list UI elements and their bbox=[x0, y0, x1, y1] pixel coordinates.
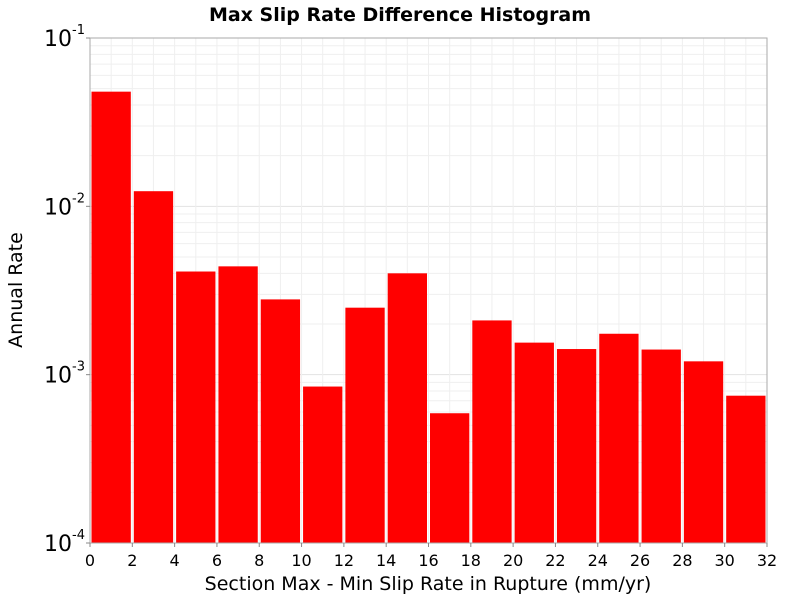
histogram-bar bbox=[133, 191, 174, 543]
y-tick-exponent: -2 bbox=[72, 191, 85, 206]
histogram-bar bbox=[599, 333, 639, 543]
y-tick-label: 10 bbox=[44, 27, 72, 52]
histogram-bar bbox=[472, 320, 512, 543]
y-axis-label: Annual Rate bbox=[5, 232, 27, 348]
histogram-bar bbox=[641, 349, 681, 543]
histogram-bar bbox=[345, 307, 385, 543]
y-tick-label: 10 bbox=[44, 364, 72, 389]
x-tick-label: 16 bbox=[418, 551, 438, 570]
histogram-bar bbox=[218, 266, 258, 543]
histogram-bar bbox=[683, 361, 724, 543]
x-tick-label: 4 bbox=[170, 551, 180, 570]
y-axis-ticks: 10-410-310-210-1 bbox=[44, 23, 90, 557]
x-tick-label: 14 bbox=[376, 551, 396, 570]
x-tick-label: 10 bbox=[291, 551, 311, 570]
y-tick-label: 10 bbox=[44, 532, 72, 557]
histogram-bar bbox=[91, 91, 131, 544]
histogram-bar bbox=[556, 349, 597, 543]
histogram-bar bbox=[303, 386, 343, 543]
x-tick-label: 22 bbox=[545, 551, 565, 570]
x-axis-ticks: 0 2 4 6 8 10 12 14 16 18 20 22 24 26 28 30 32 bbox=[85, 543, 777, 570]
x-tick-label: 32 bbox=[757, 551, 777, 570]
histogram-bar bbox=[726, 395, 766, 543]
x-tick-label: 8 bbox=[254, 551, 264, 570]
histogram-bar bbox=[260, 299, 301, 543]
chart-title: Max Slip Rate Difference Histogram bbox=[209, 4, 591, 26]
histogram-bar bbox=[176, 271, 216, 543]
bars bbox=[91, 91, 766, 544]
y-tick-exponent: -1 bbox=[72, 23, 85, 38]
histogram-bar bbox=[514, 342, 554, 543]
x-tick-label: 6 bbox=[212, 551, 222, 570]
histogram-bar bbox=[387, 273, 427, 543]
x-tick-label: 20 bbox=[503, 551, 523, 570]
x-tick-label: 30 bbox=[715, 551, 735, 570]
x-tick-label: 18 bbox=[461, 551, 481, 570]
x-tick-label: 0 bbox=[85, 551, 95, 570]
y-tick-label: 10 bbox=[44, 195, 72, 220]
x-axis-label: Section Max - Min Slip Rate in Rupture (… bbox=[205, 573, 652, 595]
x-tick-label: 12 bbox=[334, 551, 354, 570]
y-tick-exponent: -4 bbox=[72, 528, 85, 543]
x-tick-label: 26 bbox=[630, 551, 650, 570]
histogram-bar bbox=[430, 413, 470, 543]
y-tick-exponent: -3 bbox=[72, 360, 85, 375]
x-tick-label: 28 bbox=[672, 551, 692, 570]
x-tick-label: 2 bbox=[127, 551, 137, 570]
x-tick-label: 24 bbox=[588, 551, 608, 570]
